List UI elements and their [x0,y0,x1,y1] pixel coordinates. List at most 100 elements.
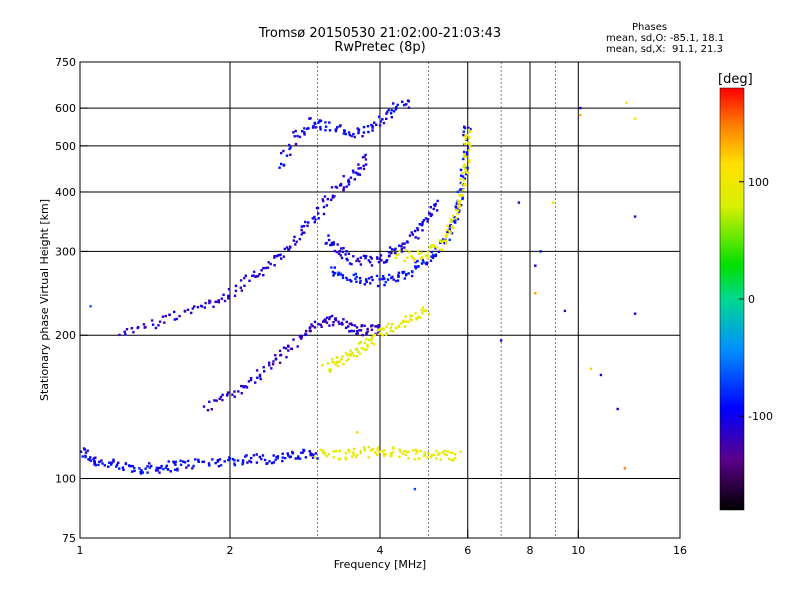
echo-point [247,380,251,383]
echo-point [404,315,407,318]
echo-point [260,269,263,272]
echo-point [322,449,325,452]
echo-point [246,461,249,464]
echo-point [344,132,347,136]
echo-point [371,126,374,129]
echo-point [329,368,332,371]
echo-point [270,367,273,370]
echo-point [333,195,336,198]
echo-point [416,228,420,232]
echo-point [401,242,404,245]
echo-point [345,458,348,461]
echo-point [319,323,322,326]
echo-point [328,368,331,372]
echo-point [362,254,366,258]
echo-point [301,130,304,133]
echo-point [397,275,400,278]
echo-point [168,313,171,316]
echo-point [342,175,345,178]
echo-point [186,459,190,463]
echo-point [347,131,351,134]
echo-point [331,270,335,274]
echo-point [326,316,329,319]
echo-point [255,461,259,464]
echo-point [278,349,282,353]
echo-point [395,106,398,109]
echo-point [378,124,382,127]
echo-point [426,257,429,260]
echo-point [312,453,315,457]
echo-point [227,288,231,291]
echo-point [461,194,464,197]
echo-point [314,126,317,129]
echo-point [101,462,104,465]
echo-point [273,255,276,258]
echo-point [174,460,177,464]
echo-point [302,225,306,228]
echo-point [280,257,283,260]
echo-point [355,275,358,279]
echo-point [173,468,177,471]
echo-point [344,352,348,355]
echo-point [340,256,344,260]
echo-point [381,118,384,121]
echo-point [142,323,146,326]
echo-point [84,451,88,454]
echo-point [339,254,342,257]
echo-point [291,452,295,455]
echo-point [456,190,460,194]
echo-point [467,172,470,175]
echo-point [271,363,275,366]
echo-point [141,471,144,474]
echo-point [339,184,343,187]
echo-point [386,278,390,281]
echo-point [392,110,396,113]
echo-point [415,452,418,455]
echo-point [243,276,246,280]
echo-point [323,453,326,456]
echo-point [158,320,162,323]
echo-point [465,138,469,141]
echo-point [465,153,469,156]
echo-point [390,116,393,119]
echo-point [439,458,442,461]
echo-point [454,205,457,208]
echo-point [146,465,149,468]
echo-point [438,452,441,455]
colorbar-ticks: 100 0 -100 [739,176,773,423]
echo-point [416,259,419,263]
echo-point [334,317,337,320]
echo-point [404,453,407,456]
echo-point [406,256,409,259]
echo-point [208,301,211,305]
echo-point [367,259,370,262]
echo-point [294,142,298,146]
echo-point [173,318,176,321]
echo-point [248,459,251,463]
echo-point [314,218,317,221]
echo-point [356,330,359,333]
colorbar-tick-label: 0 [748,293,755,306]
echo-point [364,255,368,258]
echo-point [414,236,417,239]
echo-point [387,251,391,254]
echo-point [281,452,284,455]
echo-point [456,209,460,212]
echo-point [347,357,350,361]
echo-point [244,455,247,458]
echo-point [233,395,236,398]
echo-point [245,454,248,457]
x-tick-label: 16 [673,544,687,557]
echo-point [421,312,424,315]
echo-point [300,228,303,232]
echo-point [209,300,212,303]
echo-point [468,143,471,146]
echo-point [276,455,280,458]
echo-point [283,247,286,251]
echo-point [118,333,121,337]
echo-point [339,273,343,276]
echo-point [84,455,87,459]
echo-point [309,117,312,120]
echo-point [215,399,218,402]
echo-point [435,450,438,453]
